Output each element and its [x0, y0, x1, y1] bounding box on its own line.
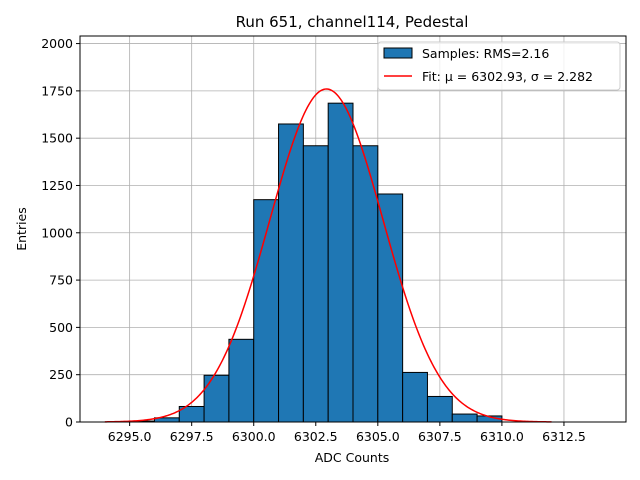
y-tick-label: 750: [49, 273, 73, 288]
x-tick-label: 6312.5: [542, 429, 586, 444]
histogram-bar: [278, 123, 304, 423]
y-tick-label: 2000: [41, 36, 73, 51]
y-axis-label: Entries: [14, 207, 29, 251]
legend-samples-label: Samples: RMS=2.16: [422, 46, 549, 61]
x-tick-label: 6310.0: [480, 429, 524, 444]
gaussian-fit-curve: [104, 88, 552, 423]
histogram-bar: [228, 338, 255, 423]
histogram-bar: [402, 371, 428, 423]
x-tick-label: 6300.0: [232, 429, 276, 444]
histogram-bars: [129, 102, 503, 423]
legend-fit-label: Fit: μ = 6302.93, σ = 2.282: [422, 69, 593, 84]
x-tick-label: 6307.5: [418, 429, 462, 444]
y-tick-label: 1750: [41, 83, 73, 98]
y-tick-label: 1250: [41, 178, 73, 193]
histogram-bar: [426, 395, 453, 423]
histogram-bar: [302, 145, 329, 423]
y-tick-label: 0: [65, 415, 73, 430]
x-tick-label: 6305.0: [356, 429, 400, 444]
y-axis-ticks: 0 250 500 750 1000 1250 1500 1750 2000: [41, 36, 80, 430]
x-axis-label: ADC Counts: [315, 450, 390, 465]
histogram-bar: [327, 102, 354, 423]
histogram-bar: [451, 413, 478, 423]
x-tick-label: 6295.0: [108, 429, 152, 444]
histogram-bar: [203, 374, 230, 423]
y-tick-label: 250: [49, 367, 73, 382]
y-tick-label: 500: [49, 320, 73, 335]
legend-samples-patch: [383, 47, 413, 59]
histogram-bar: [352, 145, 379, 423]
x-tick-label: 6302.5: [294, 429, 338, 444]
legend-box: [377, 41, 621, 91]
fit-curve-group: [104, 88, 552, 423]
legend: Samples: RMS=2.16 Fit: μ = 6302.93, σ = …: [377, 41, 621, 91]
plot-frame: [79, 35, 627, 423]
x-tick-label: 6297.5: [170, 429, 214, 444]
histogram-bar: [253, 199, 280, 423]
chart-title: Run 651, channel114, Pedestal: [236, 13, 469, 31]
y-tick-label: 1000: [41, 225, 73, 240]
y-tick-label: 1500: [41, 131, 73, 146]
histogram-bar: [377, 193, 404, 423]
x-axis-ticks: 6295.0 6297.5 6300.0 6302.5 6305.0 6307.5 6310…: [108, 422, 586, 444]
